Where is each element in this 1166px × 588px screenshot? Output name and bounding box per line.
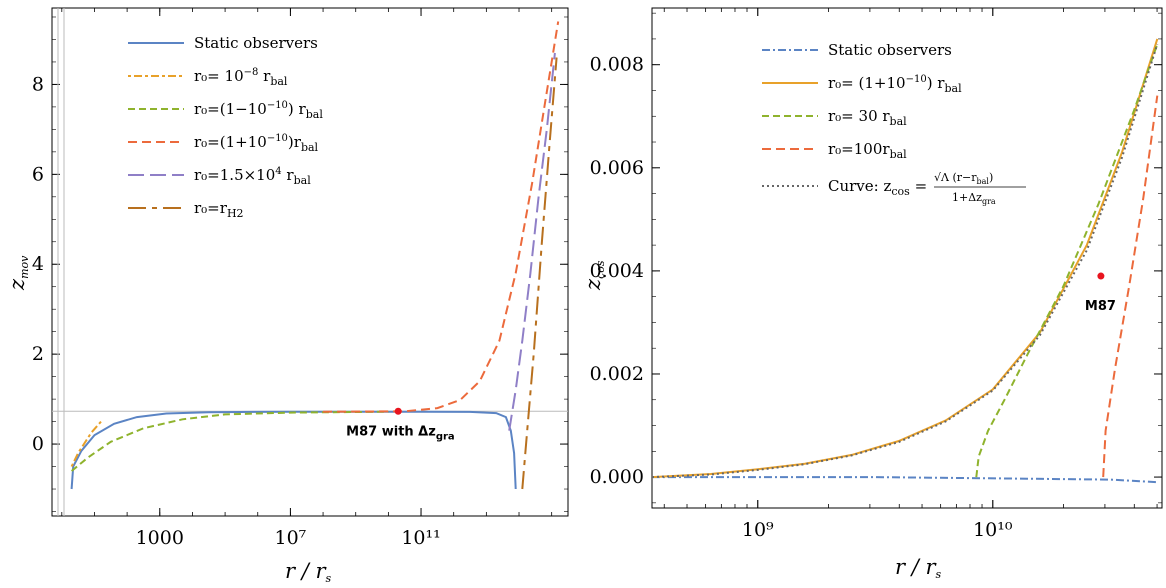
left-ticks: 1000 10⁷ 10¹¹ 0 2 4 6 8 [32, 8, 568, 549]
legend-entry: r₀= 30 rbal [828, 107, 907, 128]
x-tick-label: 10¹⁰ [973, 519, 1013, 541]
left-x-axis-label: r / rs [285, 559, 332, 585]
y-tick-label: 0.000 [590, 466, 644, 488]
legend-entry: r₀=(1+10−10)rbal [194, 133, 319, 154]
x-tick-label: 10⁹ [742, 519, 774, 541]
annotation-label: M87 with Δzgra [346, 424, 455, 442]
series-line-0 [652, 476, 1158, 484]
legend-entry: r₀=rH2 [194, 199, 244, 220]
right-legend: Static observers r₀= (1+10−10) rbal r₀= 30… [762, 41, 1026, 206]
left-chart: 1000 10⁷ 10¹¹ 0 2 4 6 8 M87 with Δzgra Static o… [5, 7, 569, 585]
legend-entry: Static observers [828, 41, 952, 59]
y-tick-label: 8 [32, 73, 44, 95]
annotation-label: M87 [1085, 299, 1116, 314]
left-annotation: M87 with Δzgra [346, 407, 455, 442]
legend-formula-numerator: √Λ (r−rbal) [934, 171, 993, 186]
series-line-1 [70, 420, 102, 467]
left-y-axis-label: zmov [5, 255, 31, 291]
left-series [70, 21, 560, 490]
left-legend: Static observers r₀= 10−8 rbal r₀=(1−10−10… [128, 34, 323, 220]
y-tick-label: 0.008 [590, 54, 644, 76]
legend-entry: r₀=(1−10−10) rbal [194, 100, 323, 121]
series-line-5 [521, 57, 558, 490]
x-tick-label: 10⁷ [275, 527, 307, 549]
y-tick-label: 0.004 [590, 260, 644, 282]
legend-entry: Static observers [194, 34, 318, 52]
legend-formula-prefix: Curve: zcos = [828, 177, 927, 198]
legend-entry: r₀= 10−8 rbal [194, 67, 288, 88]
right-plot-frame [651, 7, 1163, 509]
legend-entry: r₀=1.5×104 rbal [194, 166, 311, 187]
right-annotation: M87 [1085, 272, 1116, 314]
left-plot-frame [51, 7, 569, 517]
y-tick-label: 0.006 [590, 157, 644, 179]
y-tick-label: 0 [32, 433, 44, 455]
annotation-point [394, 407, 402, 415]
annotation-point [1097, 272, 1105, 280]
legend-entry: r₀= (1+10−10) rbal [828, 74, 962, 95]
right-y-axis-label: zcos [581, 260, 607, 291]
series-line-0 [70, 410, 517, 490]
legend-entry: r₀=100rbal [828, 140, 907, 161]
series-line-2 [70, 410, 389, 472]
series-line-4 [651, 43, 1159, 479]
series-line-3 [1102, 95, 1159, 478]
right-x-axis-label: r / rs [895, 555, 942, 581]
series-line-1 [651, 38, 1159, 479]
y-tick-label: 2 [32, 343, 44, 365]
y-tick-label: 6 [32, 163, 44, 185]
x-tick-label: 1000 [136, 527, 184, 549]
y-tick-label: 4 [32, 253, 44, 275]
legend-formula-denominator: 1+Δzgra [952, 191, 996, 206]
right-series [651, 38, 1159, 484]
right-chart: 10⁹ 10¹⁰ 0.000 0.002 0.004 0.006 0.008 M87 Sta… [581, 7, 1163, 581]
x-tick-label: 10¹¹ [401, 527, 440, 549]
series-line-4 [508, 52, 556, 431]
right-ticks: 10⁹ 10¹⁰ 0.000 0.002 0.004 0.006 0.008 [590, 8, 1162, 541]
series-line-2 [975, 43, 1159, 478]
series-line-3 [323, 21, 560, 413]
y-tick-label: 0.002 [590, 363, 644, 385]
